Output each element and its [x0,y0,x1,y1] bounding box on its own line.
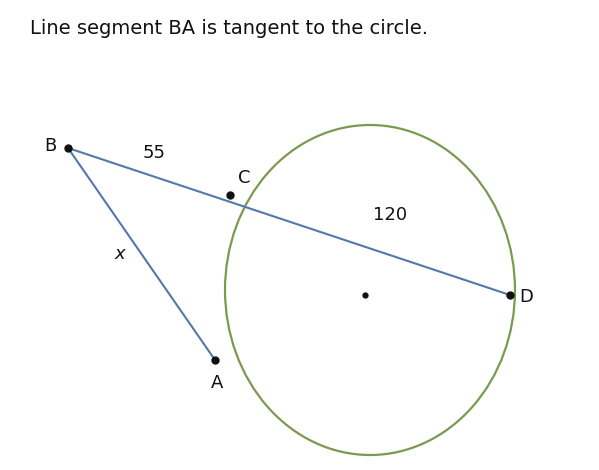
Text: 55: 55 [143,144,165,163]
Text: B: B [44,137,56,155]
Text: Line segment BA is tangent to the circle.: Line segment BA is tangent to the circle… [30,19,428,38]
Text: D: D [519,288,533,306]
Text: A: A [211,374,223,392]
Text: 120: 120 [373,206,407,224]
Text: x: x [114,245,125,263]
Text: C: C [238,169,250,187]
